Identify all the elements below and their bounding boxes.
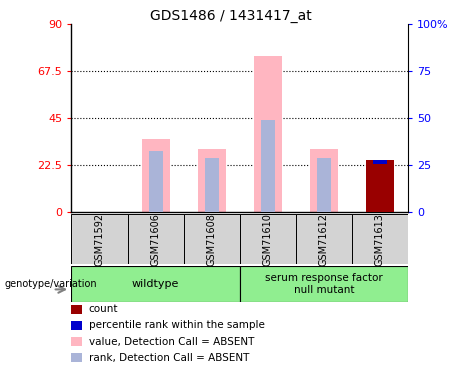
Bar <box>240 266 408 302</box>
Text: GDS1486 / 1431417_at: GDS1486 / 1431417_at <box>150 9 311 23</box>
Bar <box>317 158 331 212</box>
Text: count: count <box>89 304 118 314</box>
Text: GSM71608: GSM71608 <box>207 213 217 266</box>
Bar <box>366 160 394 212</box>
Text: GSM71592: GSM71592 <box>95 213 105 266</box>
Bar <box>198 149 226 212</box>
Text: percentile rank within the sample: percentile rank within the sample <box>89 321 265 330</box>
Text: GSM71613: GSM71613 <box>375 213 385 266</box>
Bar <box>373 160 387 164</box>
Bar <box>352 214 408 264</box>
Text: rank, Detection Call = ABSENT: rank, Detection Call = ABSENT <box>89 353 249 363</box>
Text: genotype/variation: genotype/variation <box>5 279 97 289</box>
Bar <box>310 149 338 212</box>
Bar <box>240 214 296 264</box>
Text: serum response factor
null mutant: serum response factor null mutant <box>265 273 383 295</box>
Bar <box>71 214 128 264</box>
Text: value, Detection Call = ABSENT: value, Detection Call = ABSENT <box>89 337 254 346</box>
Bar <box>148 152 163 212</box>
Bar <box>128 214 183 264</box>
Text: wildtype: wildtype <box>132 279 179 289</box>
Bar <box>205 158 219 212</box>
Bar <box>254 56 282 212</box>
Bar <box>296 214 352 264</box>
Bar <box>142 139 170 212</box>
Text: GSM71610: GSM71610 <box>263 213 273 266</box>
Bar <box>71 266 240 302</box>
Bar <box>261 120 275 212</box>
Bar <box>366 160 394 212</box>
Text: GSM71606: GSM71606 <box>151 213 160 266</box>
Text: GSM71612: GSM71612 <box>319 213 329 266</box>
Bar <box>183 214 240 264</box>
